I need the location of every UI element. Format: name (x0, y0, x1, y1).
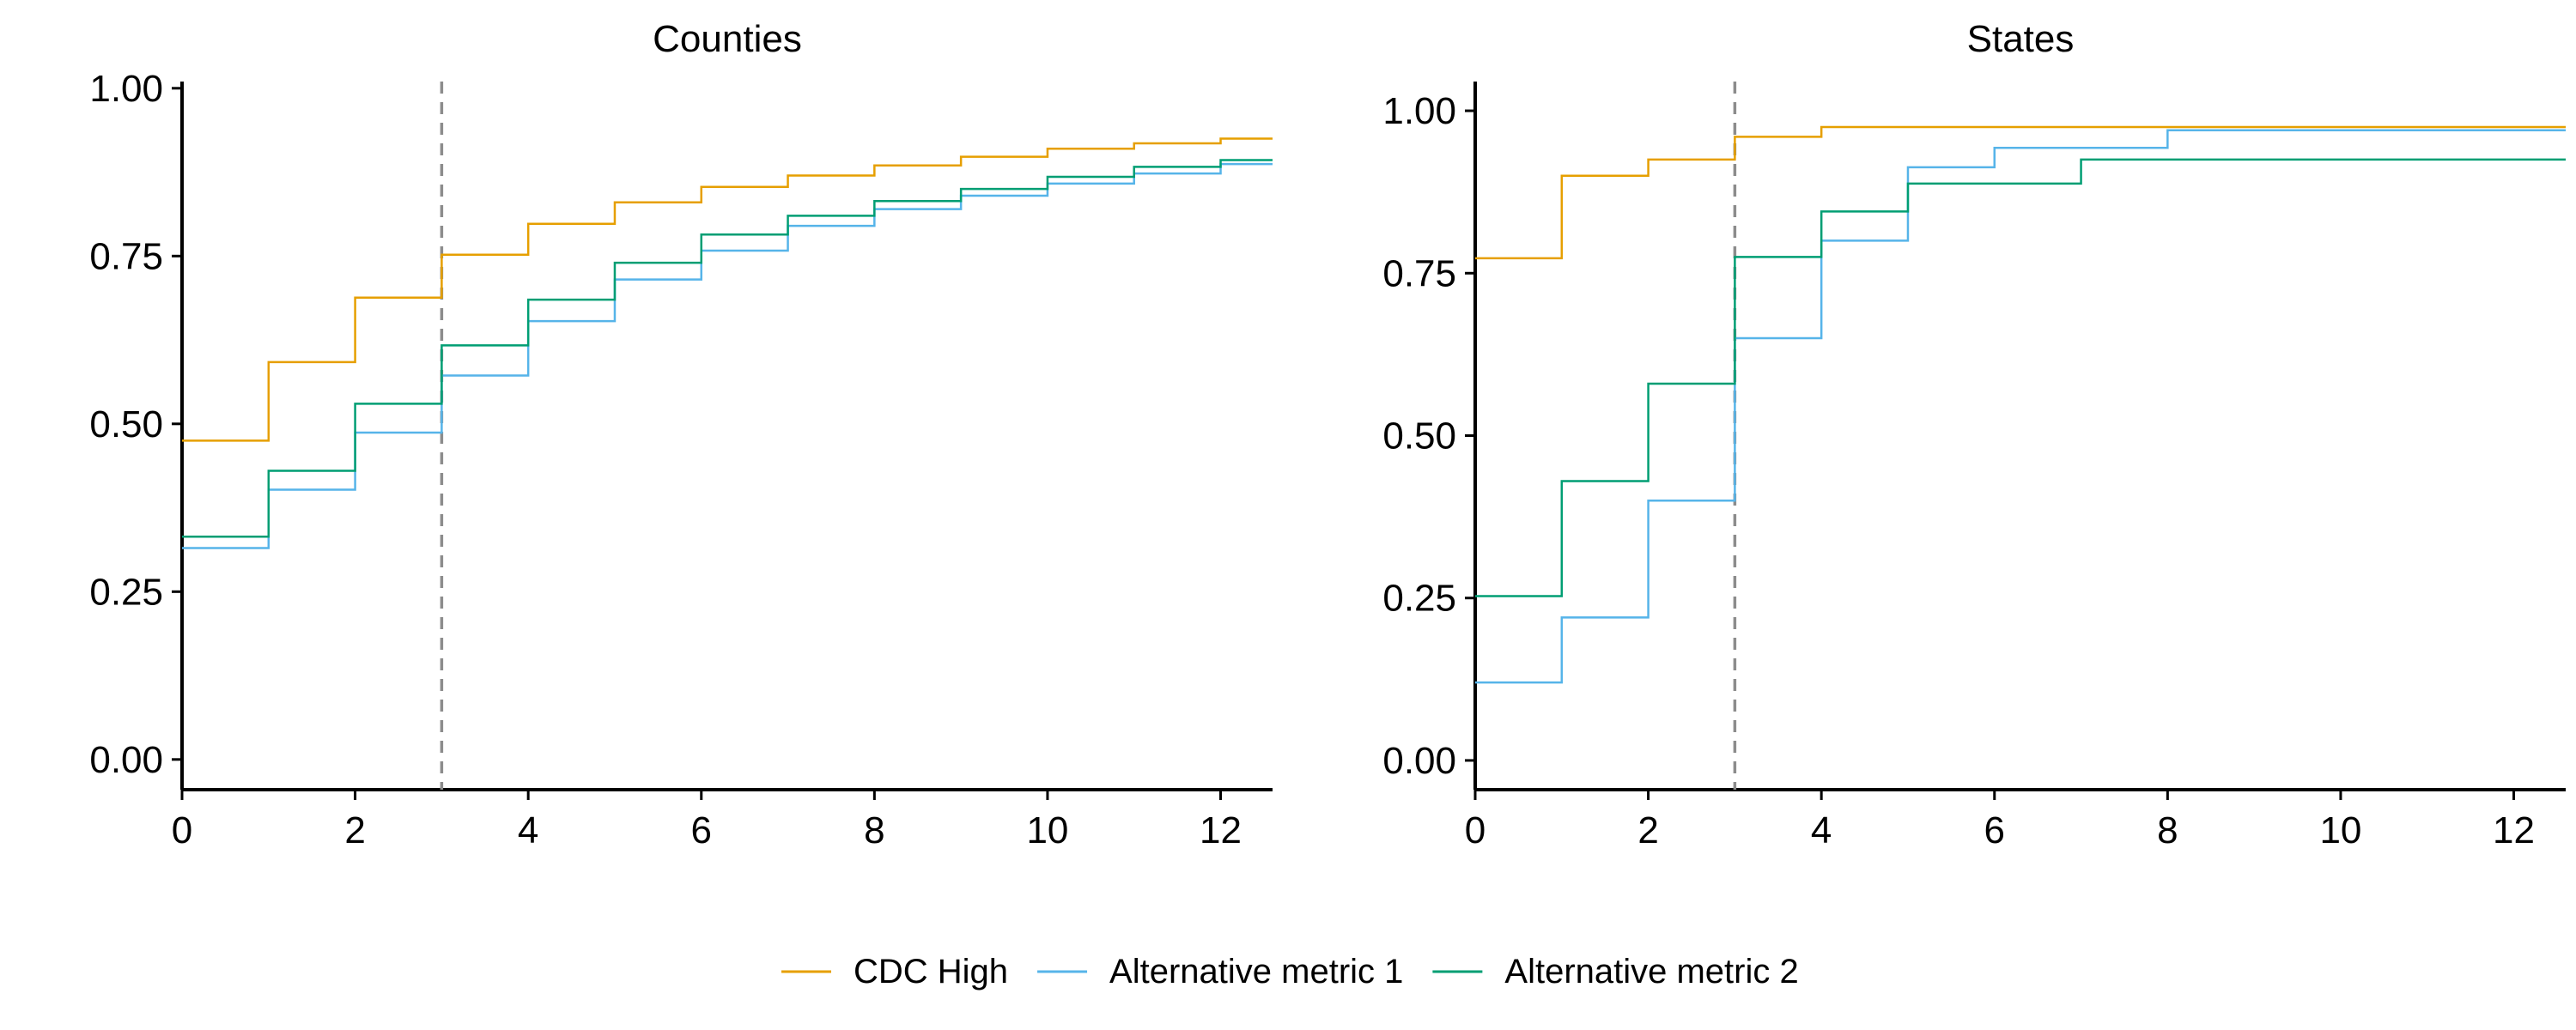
states-x-tick-label: 12 (2493, 809, 2535, 851)
counties-x-tick-label: 8 (864, 809, 884, 851)
counties-y-tick-label: 0.75 (89, 235, 163, 277)
states-y-tick-label: 0.00 (1382, 740, 1456, 782)
states-series-alternative-metric-2 (1475, 158, 2566, 597)
legend-label-alternative-metric-2: Alternative metric 2 (1504, 953, 1798, 991)
counties-y-tick-label: 0.50 (89, 403, 163, 445)
states-series-cdc-high (1475, 125, 2566, 260)
counties-series-alternative-metric-1 (182, 162, 1273, 549)
counties-x-tick-label: 10 (1026, 809, 1068, 851)
legend-label-cdc-high: CDC High (854, 953, 1008, 991)
panel-counties: Counties 0.00 0.25 0.50 0.75 1.00 0 2 4 6 8 10 12 (89, 18, 1273, 851)
panel-states: States 0.00 0.25 0.50 0.75 1.00 0 2 4 6 8 10 12 (1382, 18, 2566, 851)
counties-x-tick-label: 12 (1200, 809, 1242, 851)
states-title: States (1967, 18, 2075, 60)
counties-series-alternative-metric-2 (182, 159, 1273, 538)
counties-x-tick-label: 6 (691, 809, 712, 851)
counties-x-tick-label: 2 (344, 809, 365, 851)
counties-series-cdc-high (182, 137, 1273, 442)
states-y-tick-label: 0.75 (1382, 252, 1456, 294)
states-y-tick-label: 0.50 (1382, 415, 1456, 457)
counties-x-tick-label: 4 (518, 809, 538, 851)
counties-y-tick-label: 0.25 (89, 571, 163, 613)
legend-label-alternative-metric-1: Alternative metric 1 (1109, 953, 1403, 991)
counties-title: Counties (653, 18, 802, 60)
counties-y-tick-label: 0.00 (89, 739, 163, 781)
states-x-tick-label: 4 (1811, 809, 1832, 851)
states-x-tick-label: 8 (2157, 809, 2178, 851)
states-series-alternative-metric-1 (1475, 129, 2566, 684)
states-x-tick-label: 10 (2319, 809, 2361, 851)
counties-y-tick-label: 1.00 (89, 68, 163, 110)
states-x-tick-label: 2 (1637, 809, 1658, 851)
counties-x-tick-label: 0 (172, 809, 192, 851)
legend: CDC High Alternative metric 1 Alternative … (781, 953, 1799, 991)
states-x-tick-label: 6 (1984, 809, 2005, 851)
states-y-tick-label: 0.25 (1382, 578, 1456, 620)
states-x-tick-label: 0 (1465, 809, 1485, 851)
states-y-tick-label: 1.00 (1382, 90, 1456, 132)
